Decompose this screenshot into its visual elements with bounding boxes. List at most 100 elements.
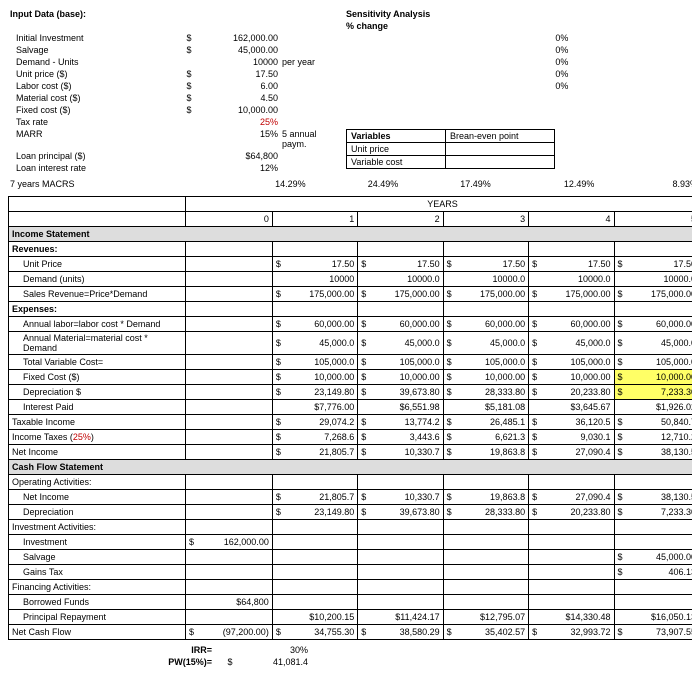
unit-price-pct: 0%: [468, 68, 656, 80]
tax-rate-value: 25%: [206, 116, 280, 128]
net_cf-y3: $35,402.57: [443, 625, 528, 640]
interest_paid-y3: $5,181.08: [443, 400, 528, 415]
sales_rev-y4: $175,000.00: [529, 287, 614, 302]
principal-y2: $11,424.17: [358, 610, 443, 625]
initial-investment-value: 162,000.00: [206, 32, 280, 44]
sales_rev-y3: $175,000.00: [443, 287, 528, 302]
pw-sym: $: [216, 656, 244, 668]
fixed-cost-label: Fixed cost ($): [8, 104, 172, 116]
cf_net_income-label: Net Income: [9, 490, 186, 505]
inc_tax-y3: $6,621.3: [443, 430, 528, 445]
taxable-y1: $29,074.2: [272, 415, 357, 430]
fin-act-header: Financing Activities:: [9, 580, 186, 595]
marr-value: 15%: [206, 128, 280, 150]
unit_price-y5: $17.50: [614, 257, 692, 272]
macrs-2: 17.49%: [400, 178, 493, 190]
annual_mat-y3: $45,000.0: [443, 332, 528, 355]
unit-price-value: 17.50: [206, 68, 280, 80]
gains_tax-y3: [443, 565, 528, 580]
macrs-row: 7 years MACRS 14.29% 24.49% 17.49% 12.49…: [8, 178, 692, 190]
macrs-label: 7 years MACRS: [8, 178, 189, 190]
demand-y5: 10000.0: [614, 272, 692, 287]
loan-principal-value: $64,800: [206, 150, 280, 162]
annual_labor-y5: $60,000.00: [614, 317, 692, 332]
macrs-4: 8.93%: [596, 178, 692, 190]
cf_net_income-y4: $27,090.4: [529, 490, 614, 505]
net_cf-y1: $34,755.30: [272, 625, 357, 640]
demand-units-unit: per year: [280, 56, 344, 68]
cf_net_income-y3: $19,863.8: [443, 490, 528, 505]
depreciation-y3: $28,333.80: [443, 385, 528, 400]
total_var-y5: $105,000.0: [614, 355, 692, 370]
investment-y3: [443, 535, 528, 550]
unit_price-y1: $17.50: [272, 257, 357, 272]
inc_tax-y4: $9,030.1: [529, 430, 614, 445]
op-act-header: Operating Activities:: [9, 475, 186, 490]
salvage-y0: [186, 550, 273, 565]
input-data-table: Input Data (base): Sensitivity Analysis …: [8, 8, 692, 174]
principal-y5: $16,050.13: [614, 610, 692, 625]
demand-units-value: 10000: [206, 56, 280, 68]
labor-cost-value: 6.00: [206, 80, 280, 92]
interest_paid-y2: $6,551.98: [358, 400, 443, 415]
loan-interest-value: 12%: [206, 162, 280, 174]
cf_net_income-y0: [186, 490, 273, 505]
inc_tax-label: Income Taxes (25%): [9, 430, 186, 445]
inv-act-header: Investment Activities:: [9, 520, 186, 535]
fixed_cost-y4: $10,000.00: [529, 370, 614, 385]
salvage-value: 45,000.00: [206, 44, 280, 56]
annual_labor-y0: [186, 317, 273, 332]
annual_mat-y2: $45,000.0: [358, 332, 443, 355]
net_income-label: Net Income: [9, 445, 186, 460]
gains_tax-label: Gains Tax: [9, 565, 186, 580]
initial-investment-pct: 0%: [468, 32, 656, 44]
cf_net_income-y1: $21,805.7: [272, 490, 357, 505]
cf_net_income-y2: $10,330.7: [358, 490, 443, 505]
net_cf-y2: $38,580.29: [358, 625, 443, 640]
investment-y0: $162,000.00: [186, 535, 273, 550]
total_var-y0: [186, 355, 273, 370]
macrs-0: 14.29%: [226, 178, 308, 190]
borrowed-y1: [272, 595, 357, 610]
salvage-y2: [358, 550, 443, 565]
be-h2: Brean-even point: [446, 130, 555, 143]
borrowed-y3: [443, 595, 528, 610]
investment-y4: [529, 535, 614, 550]
interest_paid-label: Interest Paid: [9, 400, 186, 415]
inc_tax-y5: $12,710.2: [614, 430, 692, 445]
material-cost-value: 4.50: [206, 92, 280, 104]
main-financial-table: YEARS 0 1 2 3 4 5 Income Statement Reven…: [8, 196, 692, 640]
irr-value: 30%: [244, 644, 312, 656]
principal-y4: $14,330.48: [529, 610, 614, 625]
inc_tax-y0: [186, 430, 273, 445]
taxable-label: Taxable Income: [9, 415, 186, 430]
inc_tax-y1: $7,268.6: [272, 430, 357, 445]
expenses-header: Expenses:: [9, 302, 186, 317]
principal-y0: [186, 610, 273, 625]
investment-y5: [614, 535, 692, 550]
cf_dep-y4: $20,233.80: [529, 505, 614, 520]
pw-label: PW(15%)=: [8, 656, 216, 668]
sensitivity-header: Sensitivity Analysis: [344, 8, 468, 20]
pw-value: 41,081.4: [244, 656, 312, 668]
macrs-3: 12.49%: [493, 178, 597, 190]
marr-label: MARR: [8, 128, 172, 150]
net_income-y4: $27,090.4: [529, 445, 614, 460]
cf_net_income-y5: $38,130.5: [614, 490, 692, 505]
net_income-y5: $38,130.5: [614, 445, 692, 460]
sales_rev-y5: $175,000.00: [614, 287, 692, 302]
demand-y2: 10000.0: [358, 272, 443, 287]
borrowed-y5: [614, 595, 692, 610]
yr-3: 3: [443, 212, 528, 227]
cf_dep-y3: $28,333.80: [443, 505, 528, 520]
tax-rate-label: Tax rate: [8, 116, 172, 128]
sales_rev-y0: [186, 287, 273, 302]
salvage-y5: $45,000.00: [614, 550, 692, 565]
salvage-pct: 0%: [468, 44, 656, 56]
depreciation-label: Depreciation $: [9, 385, 186, 400]
investment-y2: [358, 535, 443, 550]
fixed_cost-y1: $10,000.00: [272, 370, 357, 385]
annual_mat-y4: $45,000.0: [529, 332, 614, 355]
unit_price-y0: [186, 257, 273, 272]
revenues-header: Revenues:: [9, 242, 186, 257]
